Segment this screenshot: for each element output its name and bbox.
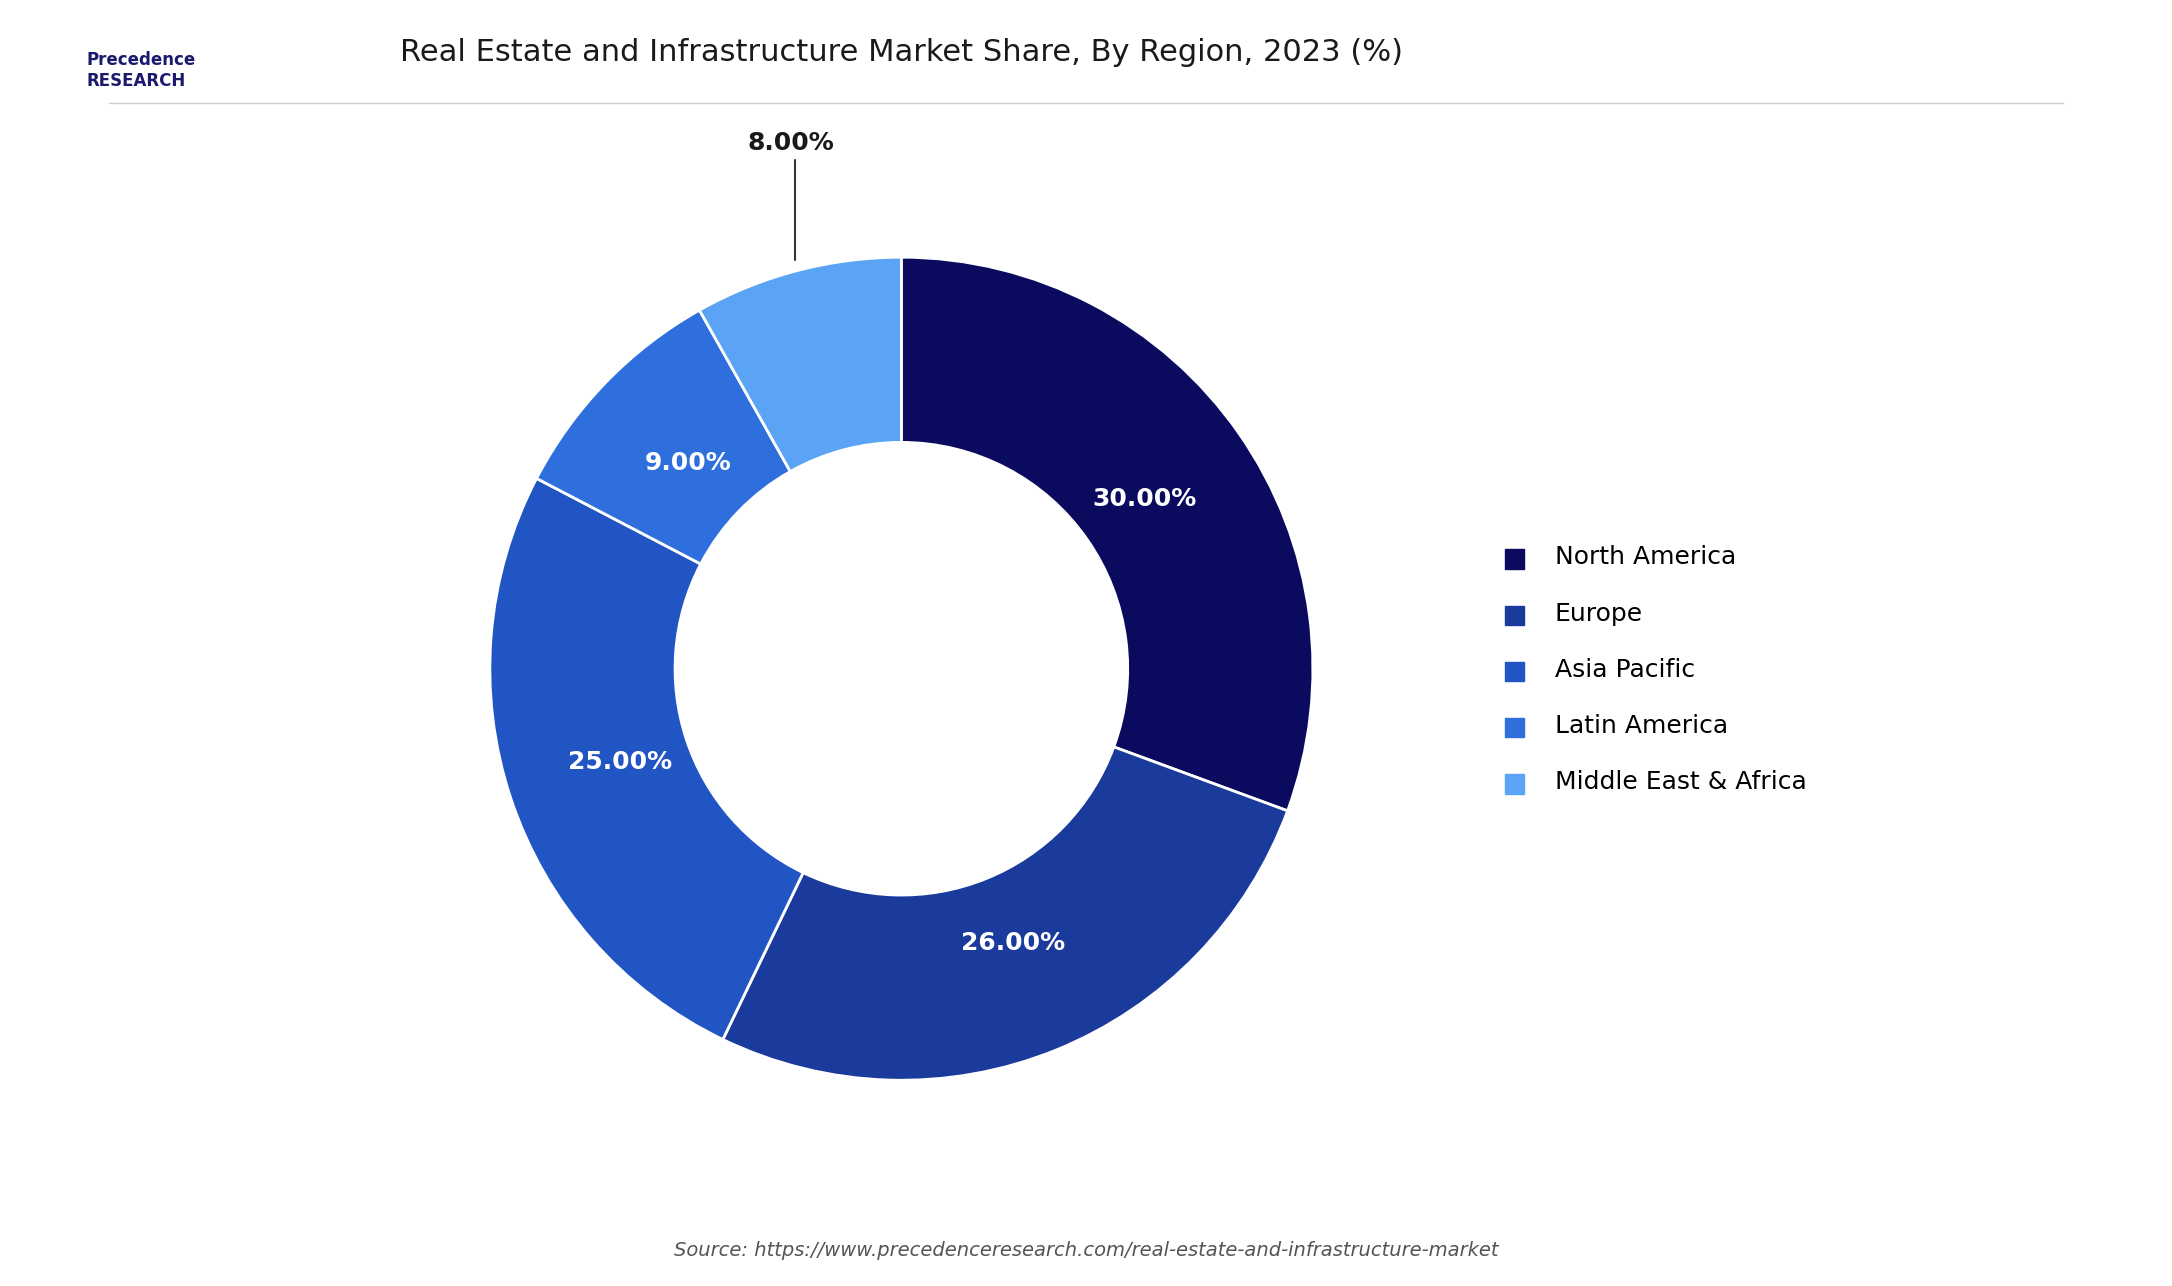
Wedge shape	[536, 310, 791, 565]
Text: 30.00%: 30.00%	[1093, 487, 1197, 512]
Text: 25.00%: 25.00%	[569, 750, 673, 774]
Wedge shape	[491, 478, 804, 1039]
Text: Source: https://www.precedenceresearch.com/real-estate-and-infrastructure-market: Source: https://www.precedenceresearch.c…	[673, 1241, 1499, 1260]
Text: Precedence
RESEARCH: Precedence RESEARCH	[87, 51, 195, 90]
Wedge shape	[723, 747, 1288, 1080]
Legend: North America, Europe, Asia Pacific, Latin America, Middle East & Africa: North America, Europe, Asia Pacific, Lat…	[1479, 518, 1831, 819]
Title: Real Estate and Infrastructure Market Share, By Region, 2023 (%): Real Estate and Infrastructure Market Sh…	[400, 39, 1403, 67]
Text: 26.00%: 26.00%	[960, 931, 1064, 955]
Wedge shape	[699, 257, 901, 472]
Text: 9.00%: 9.00%	[645, 450, 732, 475]
Text: 8.00%: 8.00%	[747, 131, 834, 260]
Wedge shape	[901, 257, 1312, 811]
